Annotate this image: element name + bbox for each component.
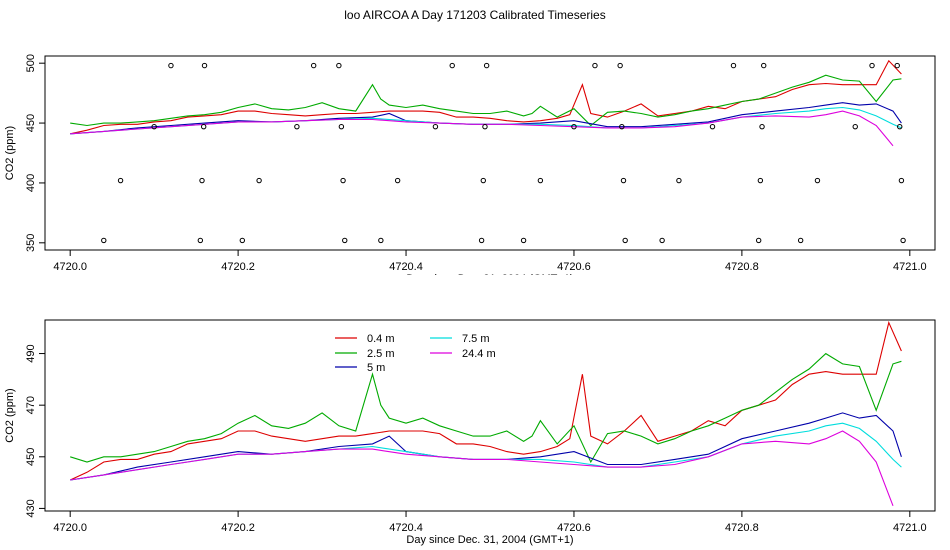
y-tick-label: 500 xyxy=(25,54,37,72)
chart-title: loo AIRCOA A Day 171203 Calibrated Times… xyxy=(344,8,606,22)
x-tick-label: 4720.2 xyxy=(221,261,255,273)
x-tick-label: 4720.0 xyxy=(53,261,87,273)
data-point-marker xyxy=(659,237,665,244)
x-tick-label: 4720.0 xyxy=(53,522,87,534)
x-axis-label: Day since Dec. 31, 2004 (GMT+1) xyxy=(406,534,573,546)
data-point-marker xyxy=(378,237,384,244)
legend-label-s5: 5 m xyxy=(367,362,385,374)
data-point-marker xyxy=(852,123,858,130)
y-tick-label: 490 xyxy=(25,344,37,362)
series-line-s25 xyxy=(70,352,902,464)
data-point-marker xyxy=(571,123,577,130)
y-axis-label: CO2 (ppm) xyxy=(4,126,16,180)
plot-frame xyxy=(44,55,936,251)
x-axis-label: Day since Dec. 31, 2004 (GMT+1) xyxy=(406,273,573,275)
series-line-s04 xyxy=(70,59,902,135)
y-tick-label: 400 xyxy=(25,174,37,192)
series-line-s5 xyxy=(70,412,902,481)
x-tick-label: 4720.6 xyxy=(557,522,591,534)
data-point-marker xyxy=(622,237,628,244)
bottom-line-chart: 4720.0 4720.2 4720.4 4720.6 4720.8 4721.0 430 4… xyxy=(4,319,936,546)
x-tick-label: 4721.0 xyxy=(893,261,927,273)
y-tick-label: 430 xyxy=(25,499,37,517)
data-point-marker xyxy=(480,177,486,184)
data-point-marker xyxy=(168,62,174,69)
data-point-marker xyxy=(520,237,527,244)
data-point-marker xyxy=(759,123,765,130)
data-point-marker xyxy=(592,62,598,69)
x-tick-label: 4720.4 xyxy=(389,261,423,273)
series-line-s244 xyxy=(70,430,894,506)
data-point-marker xyxy=(730,62,737,69)
y-tick-label: 450 xyxy=(25,114,37,132)
data-point-marker xyxy=(761,62,767,69)
data-point-marker xyxy=(797,237,804,244)
data-point-marker xyxy=(894,62,900,69)
data-point-marker xyxy=(338,123,345,130)
data-point-marker xyxy=(676,177,682,184)
data-point-marker xyxy=(336,62,342,69)
series-line-s25 xyxy=(70,74,902,127)
series-line-s75 xyxy=(70,422,902,481)
legend-label-s25: 2.5 m xyxy=(367,348,395,360)
data-point-marker xyxy=(449,62,455,69)
x-tick-label: 4721.0 xyxy=(893,522,927,534)
data-point-marker xyxy=(620,177,627,184)
data-point-marker xyxy=(617,62,623,69)
data-point-marker xyxy=(117,177,124,184)
data-point-marker xyxy=(256,177,262,184)
x-tick-label: 4720.8 xyxy=(725,261,759,273)
data-point-marker xyxy=(483,62,490,69)
data-point-marker xyxy=(101,237,107,244)
data-point-marker xyxy=(394,177,401,184)
data-point-marker xyxy=(898,177,905,184)
data-point-marker xyxy=(755,237,762,244)
data-point-marker xyxy=(869,62,875,69)
data-point-marker xyxy=(197,237,204,244)
data-point-marker xyxy=(200,123,207,130)
x-tick-label: 4720.6 xyxy=(557,261,591,273)
legend-label-s75: 7.5 m xyxy=(462,333,490,345)
data-point-marker xyxy=(757,177,764,184)
y-tick-label: 450 xyxy=(25,448,37,466)
x-tick-label: 4720.4 xyxy=(389,522,423,534)
data-point-marker xyxy=(199,177,205,184)
data-point-marker xyxy=(537,177,544,184)
data-point-marker xyxy=(432,123,439,130)
data-point-marker xyxy=(342,237,348,244)
series-line-s04 xyxy=(69,320,902,481)
data-point-marker xyxy=(310,62,317,69)
legend-label-s04: 0.4 m xyxy=(367,333,395,345)
data-point-marker xyxy=(201,62,208,69)
data-point-marker xyxy=(897,123,903,130)
y-axis-label: CO2 (ppm) xyxy=(4,388,16,442)
y-tick-label: 350 xyxy=(25,234,37,252)
top-scatter-chart: 4720.0 4720.2 4720.4 4720.6 4720.8 4721.0 350 4… xyxy=(4,54,936,275)
x-tick-label: 4720.2 xyxy=(221,522,255,534)
data-point-marker xyxy=(482,123,488,130)
data-point-marker xyxy=(294,123,300,130)
data-point-marker xyxy=(709,123,716,130)
series-line-s5 xyxy=(70,102,902,135)
legend-label-s244: 24.4 m xyxy=(462,348,496,360)
data-point-marker xyxy=(151,123,157,130)
data-point-marker xyxy=(239,237,246,244)
y-tick-label: 470 xyxy=(25,396,37,414)
data-point-marker xyxy=(478,237,485,244)
data-point-marker xyxy=(619,123,625,130)
data-point-marker xyxy=(814,177,821,184)
plot-frame xyxy=(44,319,936,512)
data-point-marker xyxy=(340,177,346,184)
data-point-marker xyxy=(900,237,906,244)
x-tick-label: 4720.8 xyxy=(725,522,759,534)
series-line-s244 xyxy=(70,110,894,147)
